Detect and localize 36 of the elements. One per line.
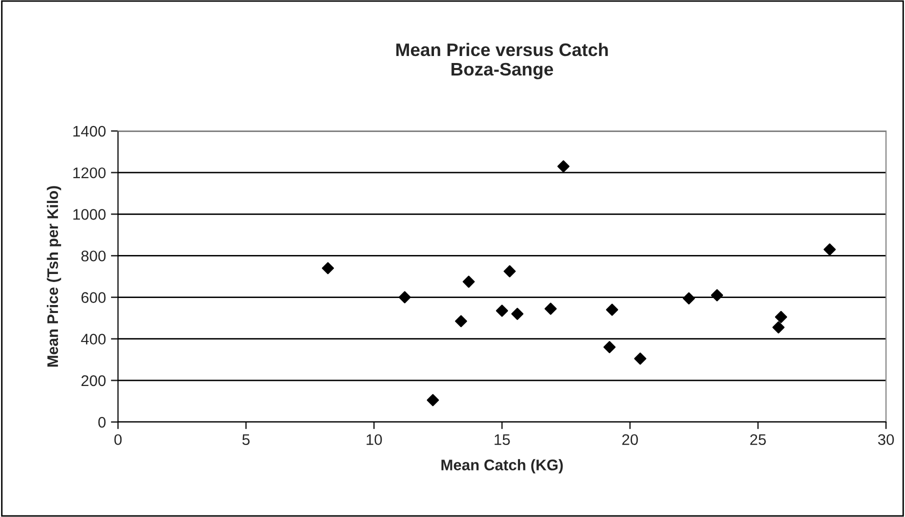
point [454,315,468,328]
point [772,321,785,334]
y-tick-label: 800 [81,250,106,262]
x-tick-label: 25 [750,434,766,446]
point [824,243,836,256]
x-tick-label: 5 [242,434,250,446]
y-axis-title: Mean Price (Tsh per Kilo) [46,186,62,367]
point [496,304,508,317]
point [710,289,724,302]
y-tick-label: 600 [81,292,106,303]
y-tick-label: 1000 [73,209,106,220]
x-tick-label: 20 [622,434,638,446]
x-tick-label: 0 [114,434,122,446]
y-tick-label: 400 [81,334,106,345]
point [544,302,557,315]
point [634,352,646,365]
y-tick-label: 200 [81,375,106,386]
chart-title: Mean Price versus Catch Boza-Sange [396,42,608,80]
point [557,160,570,172]
y-tick-label: 1400 [73,126,106,137]
point [322,262,334,274]
x-tick-label: 15 [494,434,510,446]
point [504,265,516,278]
point [398,291,411,304]
point [603,341,616,354]
x-tick-label: 30 [878,434,894,446]
point [682,292,695,304]
point [774,310,788,324]
point [606,304,618,316]
y-tick-label: 0 [98,416,106,428]
x-axis-title: Mean Catch (KG) [441,459,563,474]
point [462,276,475,288]
x-tick-label: 10 [366,434,382,446]
point [511,308,524,320]
y-tick-label: 1200 [73,167,106,178]
point [426,394,439,406]
